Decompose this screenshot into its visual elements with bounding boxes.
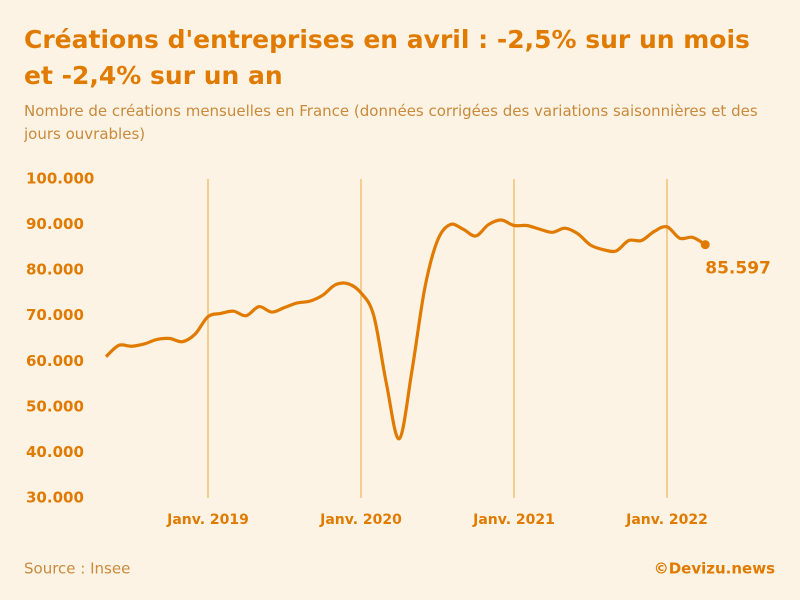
x-tick-label: Janv. 2019 bbox=[166, 512, 249, 528]
y-tick-label: 70.000 bbox=[26, 306, 84, 324]
y-tick-label: 60.000 bbox=[26, 352, 84, 370]
title-box: Créations d'entreprises en avril : -2,5%… bbox=[24, 25, 750, 90]
value-label: 85.597 bbox=[705, 259, 771, 279]
subtitle-box: Nombre de créations mensuelles en France… bbox=[24, 102, 758, 143]
credit: ©Devizu.news bbox=[654, 560, 775, 578]
y-tick-label: 90.000 bbox=[26, 215, 84, 233]
y-tick-label: 30.000 bbox=[26, 489, 84, 507]
y-tick-label: 50.000 bbox=[26, 397, 84, 415]
y-tick-label: 80.000 bbox=[26, 261, 84, 279]
line bbox=[104, 218, 707, 441]
chart-subtitle: Nombre de créations mensuelles en France… bbox=[24, 102, 758, 143]
x-tick-label: Janv. 2022 bbox=[625, 512, 708, 528]
y-tick-label: 100.000 bbox=[26, 170, 94, 188]
x-tick-label: Janv. 2020 bbox=[319, 512, 402, 528]
source: Source : Insee bbox=[24, 560, 130, 578]
y-tick-label: 40.000 bbox=[26, 443, 84, 461]
end-point bbox=[700, 240, 710, 250]
chart-title: Créations d'entreprises en avril : -2,5%… bbox=[24, 25, 750, 90]
x-tick-label: Janv. 2021 bbox=[472, 512, 555, 528]
